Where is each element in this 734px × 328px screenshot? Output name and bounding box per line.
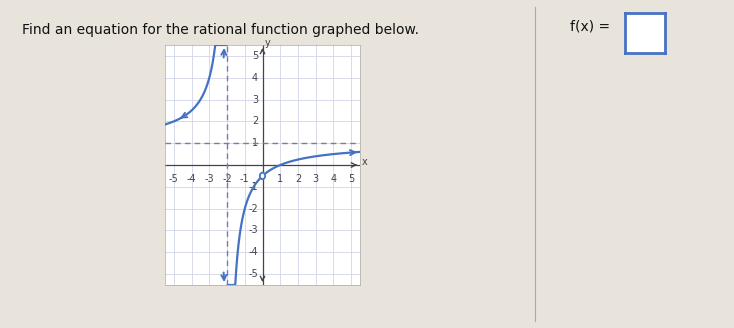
- Text: -1: -1: [248, 182, 258, 192]
- Text: 5: 5: [252, 51, 258, 61]
- Text: -5: -5: [169, 174, 179, 184]
- Text: -2: -2: [248, 204, 258, 214]
- Text: -1: -1: [240, 174, 250, 184]
- Text: 3: 3: [313, 174, 319, 184]
- Circle shape: [260, 173, 265, 179]
- Text: Find an equation for the rational function graphed below.: Find an equation for the rational functi…: [22, 23, 419, 37]
- Text: 1: 1: [252, 138, 258, 148]
- Text: y: y: [265, 38, 271, 48]
- Text: -4: -4: [186, 174, 197, 184]
- Text: -4: -4: [248, 247, 258, 257]
- Text: x: x: [362, 157, 368, 167]
- Text: 1: 1: [277, 174, 283, 184]
- Text: 2: 2: [252, 116, 258, 126]
- Text: -5: -5: [248, 269, 258, 279]
- Text: 4: 4: [330, 174, 336, 184]
- Text: 2: 2: [295, 174, 301, 184]
- Text: -2: -2: [222, 174, 232, 184]
- Text: -3: -3: [205, 174, 214, 184]
- Text: -3: -3: [248, 225, 258, 236]
- Text: f(x) =: f(x) =: [570, 20, 610, 34]
- Text: 5: 5: [348, 174, 355, 184]
- Text: 3: 3: [252, 94, 258, 105]
- Text: 4: 4: [252, 73, 258, 83]
